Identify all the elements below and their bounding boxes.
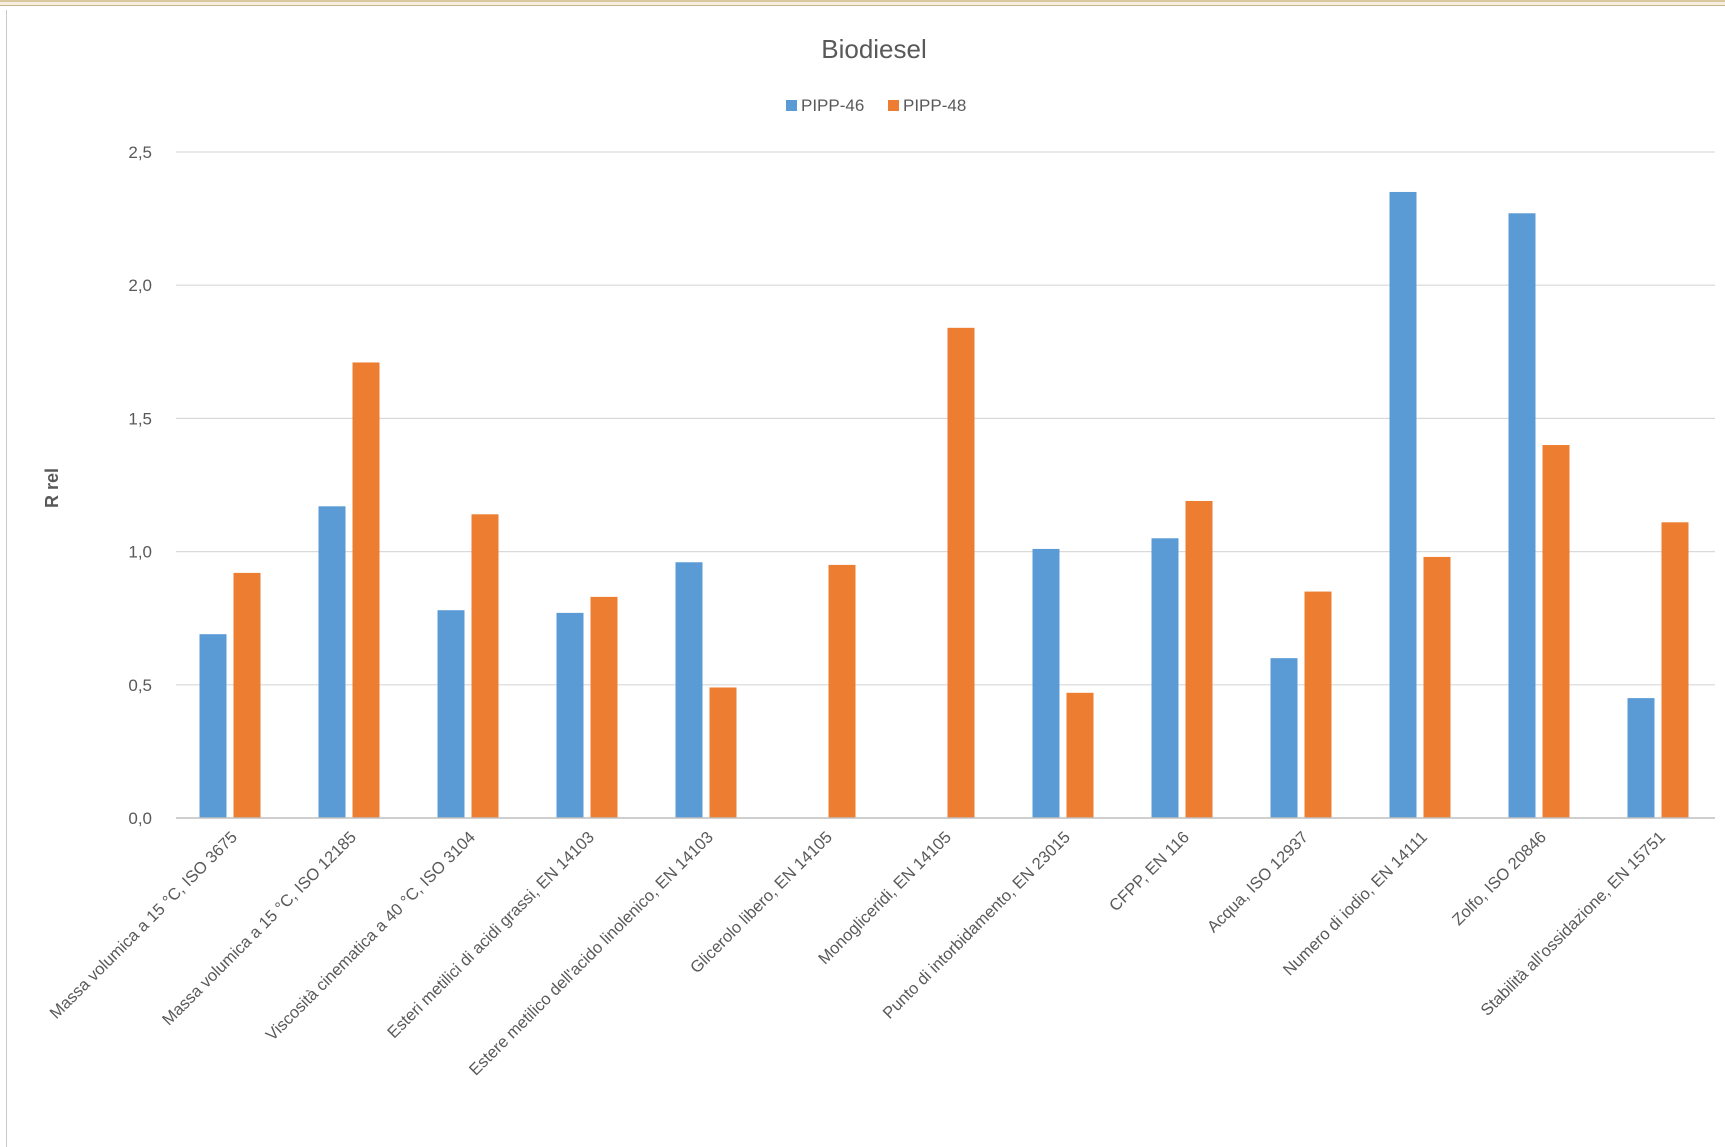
bars (199, 191, 1689, 819)
bar-pipp-46 (1389, 191, 1417, 818)
bar-pipp-46 (437, 610, 465, 818)
x-category-label: Viscosità cinematica a 40 °C, ISO 3104 (263, 828, 479, 1044)
gridlines (176, 151, 1715, 686)
chart-title: Biodiesel (821, 34, 927, 64)
y-tick-label: 1,0 (128, 543, 152, 562)
legend: PIPP-46 PIPP-48 (786, 96, 966, 115)
bar-pipp-48 (1661, 522, 1689, 818)
bar-pipp-48 (590, 596, 618, 818)
x-category-label: CFPP, EN 116 (1106, 828, 1193, 915)
window-top-border (0, 0, 1725, 6)
bar-pipp-48 (947, 327, 975, 818)
legend-label: PIPP-46 (801, 96, 864, 115)
bar-pipp-48 (709, 687, 737, 818)
legend-swatch (786, 100, 797, 111)
bar-pipp-48 (1423, 556, 1451, 818)
y-tick-label: 0,0 (128, 809, 152, 828)
bar-pipp-46 (556, 612, 584, 818)
bar-pipp-48 (352, 362, 380, 818)
x-category-label: Stabilità all'ossidazione, EN 15751 (1478, 828, 1669, 1019)
bar-pipp-46 (1627, 698, 1655, 818)
bar-pipp-48 (1542, 445, 1570, 818)
x-category-label: Monogliceridi, EN 14105 (815, 828, 955, 968)
bar-pipp-46 (199, 634, 227, 818)
y-tick-label: 2,0 (128, 276, 152, 295)
bar-pipp-48 (1185, 500, 1213, 818)
legend-swatch (888, 100, 899, 111)
x-category-label: Massa volumica a 15 °C, ISO 3675 (46, 828, 240, 1022)
y-tick-label: 2,5 (128, 143, 152, 162)
y-axis-ticks: 0,0 0,5 1,0 1,5 2,0 2,5 (128, 143, 152, 828)
bar-pipp-48 (828, 564, 856, 818)
x-category-label: Acqua, ISO 12937 (1204, 828, 1312, 936)
y-axis-label: R rel (42, 468, 62, 508)
x-category-label: Massa volumica a 15 °C, ISO 12185 (159, 828, 360, 1029)
x-category-label: Glicerolo libero, EN 14105 (687, 828, 836, 977)
x-category-label: Esteri metilici di acidi grassi, EN 1410… (384, 828, 598, 1042)
bar-pipp-46 (675, 562, 703, 818)
bar-pipp-48 (471, 514, 499, 818)
window-left-border (6, 10, 7, 1147)
y-tick-label: 1,5 (128, 409, 152, 428)
bar-pipp-46 (318, 506, 346, 818)
bar-pipp-48 (1066, 692, 1094, 818)
legend-label: PIPP-48 (903, 96, 966, 115)
bar-pipp-48 (1304, 591, 1332, 818)
x-category-label: Zolfo, ISO 20846 (1449, 828, 1550, 929)
x-category-label: Punto di intorbidamento, EN 23015 (880, 828, 1074, 1022)
bar-pipp-46 (1032, 548, 1060, 818)
bar-pipp-46 (1151, 538, 1179, 818)
y-tick-label: 0,5 (128, 676, 152, 695)
bar-pipp-46 (1508, 213, 1536, 819)
bar-pipp-48 (233, 572, 261, 818)
x-category-label: Estere metilico dell'acido linolenico, E… (466, 828, 717, 1079)
bar-pipp-46 (1270, 658, 1298, 818)
x-category-label: Numero di iodio, EN 14111 (1280, 828, 1431, 979)
